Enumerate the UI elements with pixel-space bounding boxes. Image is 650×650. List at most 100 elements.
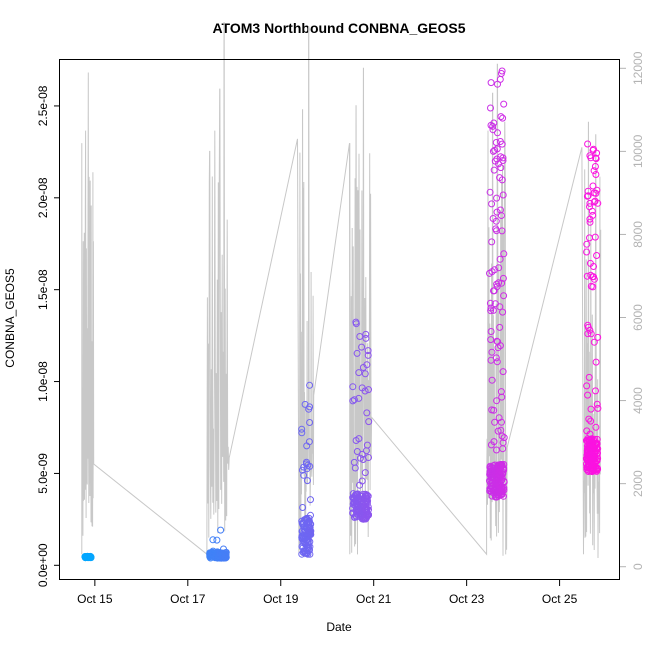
data-point [213, 536, 221, 544]
data-point [361, 387, 369, 395]
data-point [493, 280, 501, 288]
data-point [583, 240, 591, 248]
data-point [352, 496, 360, 504]
data-point [497, 164, 505, 172]
x-axis-label: Date [326, 620, 352, 634]
data-point [498, 279, 506, 287]
data-point [589, 283, 597, 291]
data-point [493, 337, 501, 345]
data-point [358, 343, 366, 351]
altitude-line [81, 22, 602, 559]
data-point [593, 252, 601, 259]
data-point [488, 200, 496, 208]
data-point [584, 330, 592, 338]
data-point [349, 397, 357, 405]
data-point [487, 79, 495, 87]
data-point [303, 533, 311, 541]
data-point [359, 364, 367, 371]
data-point [589, 211, 597, 219]
data-point [583, 272, 591, 280]
data-point [495, 463, 503, 471]
data-point [491, 471, 499, 479]
data-point [498, 176, 506, 184]
data-point [594, 404, 602, 412]
data-point [365, 386, 372, 394]
data-point [587, 417, 595, 425]
data-point [583, 248, 591, 256]
data-point [500, 250, 508, 258]
data-point [497, 113, 505, 121]
data-point [298, 425, 306, 433]
data-point [301, 400, 309, 408]
data-point [359, 456, 367, 463]
data-point [304, 461, 312, 469]
y-axis-label: CONBNA_GEOS5 [3, 268, 17, 368]
data-point [349, 383, 357, 391]
data-point [494, 427, 502, 435]
x-tick-label: Oct 25 [542, 592, 578, 606]
data-point [358, 450, 366, 458]
data-point [584, 140, 592, 148]
data-point [590, 167, 598, 175]
data-point [486, 269, 493, 277]
data-point [486, 463, 494, 471]
x-tick-label: Oct 15 [77, 592, 113, 606]
data-point [594, 333, 602, 341]
secondary-tick-label: 4000 [631, 387, 645, 414]
data-point [500, 492, 507, 500]
data-point [586, 199, 594, 207]
data-point [494, 80, 501, 88]
data-point [587, 405, 595, 413]
data-point [497, 153, 505, 161]
data-point [495, 414, 503, 422]
data-point [300, 471, 308, 479]
data-point [592, 358, 600, 366]
data-point [305, 405, 313, 413]
data-point [487, 328, 495, 335]
data-point [363, 409, 371, 417]
data-point [584, 321, 592, 329]
data-point [588, 451, 596, 459]
data-point [590, 275, 598, 283]
data-point [585, 415, 593, 423]
data-point [487, 356, 495, 364]
data-point [490, 406, 498, 414]
data-point [491, 266, 498, 274]
x-tick-label: Oct 17 [170, 592, 206, 606]
data-point [591, 163, 599, 170]
data-point [301, 549, 309, 557]
data-point [488, 348, 496, 356]
data-point [498, 393, 506, 401]
data-point [490, 438, 498, 446]
data-point [305, 438, 313, 446]
data-point [590, 338, 598, 346]
data-point [362, 447, 370, 455]
data-point [588, 464, 595, 472]
data-point [362, 334, 370, 342]
data-point [594, 199, 602, 207]
data-point [586, 234, 593, 242]
data-point [302, 534, 310, 542]
data-point [586, 436, 593, 444]
data-point [487, 304, 495, 312]
secondary-tick-label: 10000 [631, 134, 645, 168]
data-point [361, 370, 369, 378]
y-tick-label: 1.0e-08 [36, 361, 50, 402]
data-point [585, 373, 593, 381]
data-point [584, 192, 592, 200]
chart-title: ATOM3 Northbound CONBNA_GEOS5 [212, 20, 465, 36]
data-point [361, 469, 369, 477]
data-point [495, 279, 503, 287]
data-point [592, 154, 600, 162]
secondary-tick-label: 8000 [631, 221, 645, 248]
data-point [303, 465, 311, 473]
data-point [499, 368, 507, 376]
data-point [499, 191, 507, 199]
plot-frame [59, 59, 620, 580]
data-point [496, 488, 504, 496]
data-point [359, 499, 366, 507]
data-point [492, 225, 500, 233]
x-tick-label: Oct 19 [263, 592, 299, 606]
data-point [83, 553, 91, 561]
data-point [356, 512, 364, 519]
